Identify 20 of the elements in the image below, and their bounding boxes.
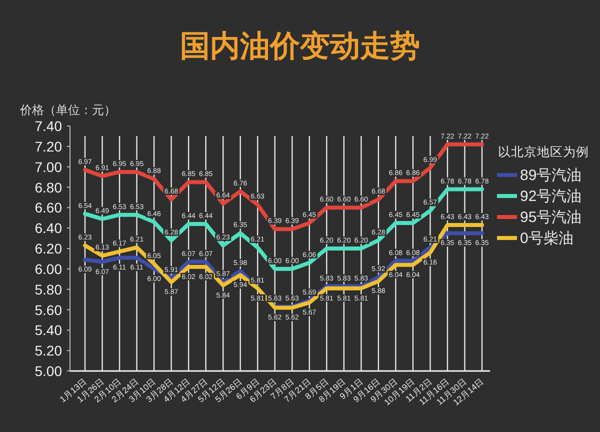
legend-label: 89号汽油 — [520, 167, 582, 184]
y-tick-label: 5.60 — [34, 302, 62, 318]
y-tick-label: 5.20 — [34, 342, 62, 359]
y-tick-label: 5.40 — [34, 322, 62, 338]
y-axis-title: 价格（单位：元） — [19, 103, 116, 117]
y-tick-label: 6.60 — [34, 200, 62, 216]
legend-label: 95号汽油 — [520, 209, 582, 226]
y-tick-label: 6.40 — [34, 220, 62, 236]
y-tick-label: 6.80 — [34, 179, 62, 196]
legend-label: 0号柴油 — [520, 230, 574, 247]
chart-title: 国内油价变动走势 — [180, 29, 420, 63]
y-tick-label: 6.20 — [34, 240, 62, 256]
legend-title: 以北京地区为例 — [498, 145, 589, 159]
y-tick-label: 7.40 — [34, 118, 62, 134]
y-tick-label: 6.00 — [34, 260, 62, 277]
y-tick-label: 7.20 — [34, 138, 62, 154]
legend-label: 92号汽油 — [520, 188, 582, 205]
y-tick-label: 5.00 — [34, 363, 62, 379]
y-tick-label: 7.00 — [34, 158, 62, 175]
y-tick-label: 5.80 — [34, 281, 62, 298]
